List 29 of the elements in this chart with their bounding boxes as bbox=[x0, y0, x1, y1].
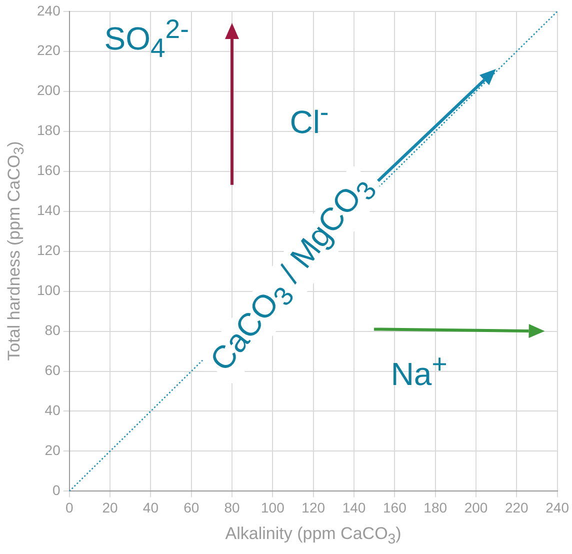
y-tick-label: 40 bbox=[44, 402, 61, 418]
x-tick-label: 80 bbox=[224, 499, 240, 516]
x-tick-label: 120 bbox=[302, 499, 326, 516]
x-tick-label: 140 bbox=[342, 499, 366, 516]
x-tick-label: 20 bbox=[102, 499, 118, 516]
annotation: Cl$^{-}$ bbox=[288, 98, 330, 142]
y-tick-label: 60 bbox=[44, 362, 61, 378]
y-tick-label: 200 bbox=[37, 82, 61, 98]
y-tick-label: 20 bbox=[44, 442, 61, 458]
y-tick-label: 220 bbox=[37, 42, 61, 58]
y-tick-label: 0 bbox=[52, 482, 61, 498]
y-tick-label: 180 bbox=[37, 122, 61, 138]
y-tick-label: 140 bbox=[37, 202, 61, 218]
x-axis-title: Alkalinity (ppm CaCO$_{3}$) bbox=[225, 524, 402, 548]
x-tick-label: 220 bbox=[504, 499, 529, 516]
y-tick-label: 120 bbox=[37, 242, 61, 258]
x-tick-label: 160 bbox=[382, 499, 407, 516]
x-tick-label: 0 bbox=[65, 499, 74, 516]
x-tick-label: 40 bbox=[142, 499, 159, 516]
y-tick-label: 240 bbox=[37, 2, 61, 18]
x-tick-label: 100 bbox=[260, 499, 285, 516]
x-tick-label: 200 bbox=[464, 499, 488, 516]
x-tick-label: 60 bbox=[184, 499, 200, 516]
x-tick-label: 180 bbox=[424, 499, 448, 516]
x-tick-label: 240 bbox=[546, 499, 570, 516]
annotation: Na$^{+}$ bbox=[390, 349, 448, 394]
y-tick-label: 100 bbox=[37, 282, 61, 298]
y-tick-label: 80 bbox=[44, 322, 61, 338]
y-tick-label: 160 bbox=[37, 162, 61, 178]
